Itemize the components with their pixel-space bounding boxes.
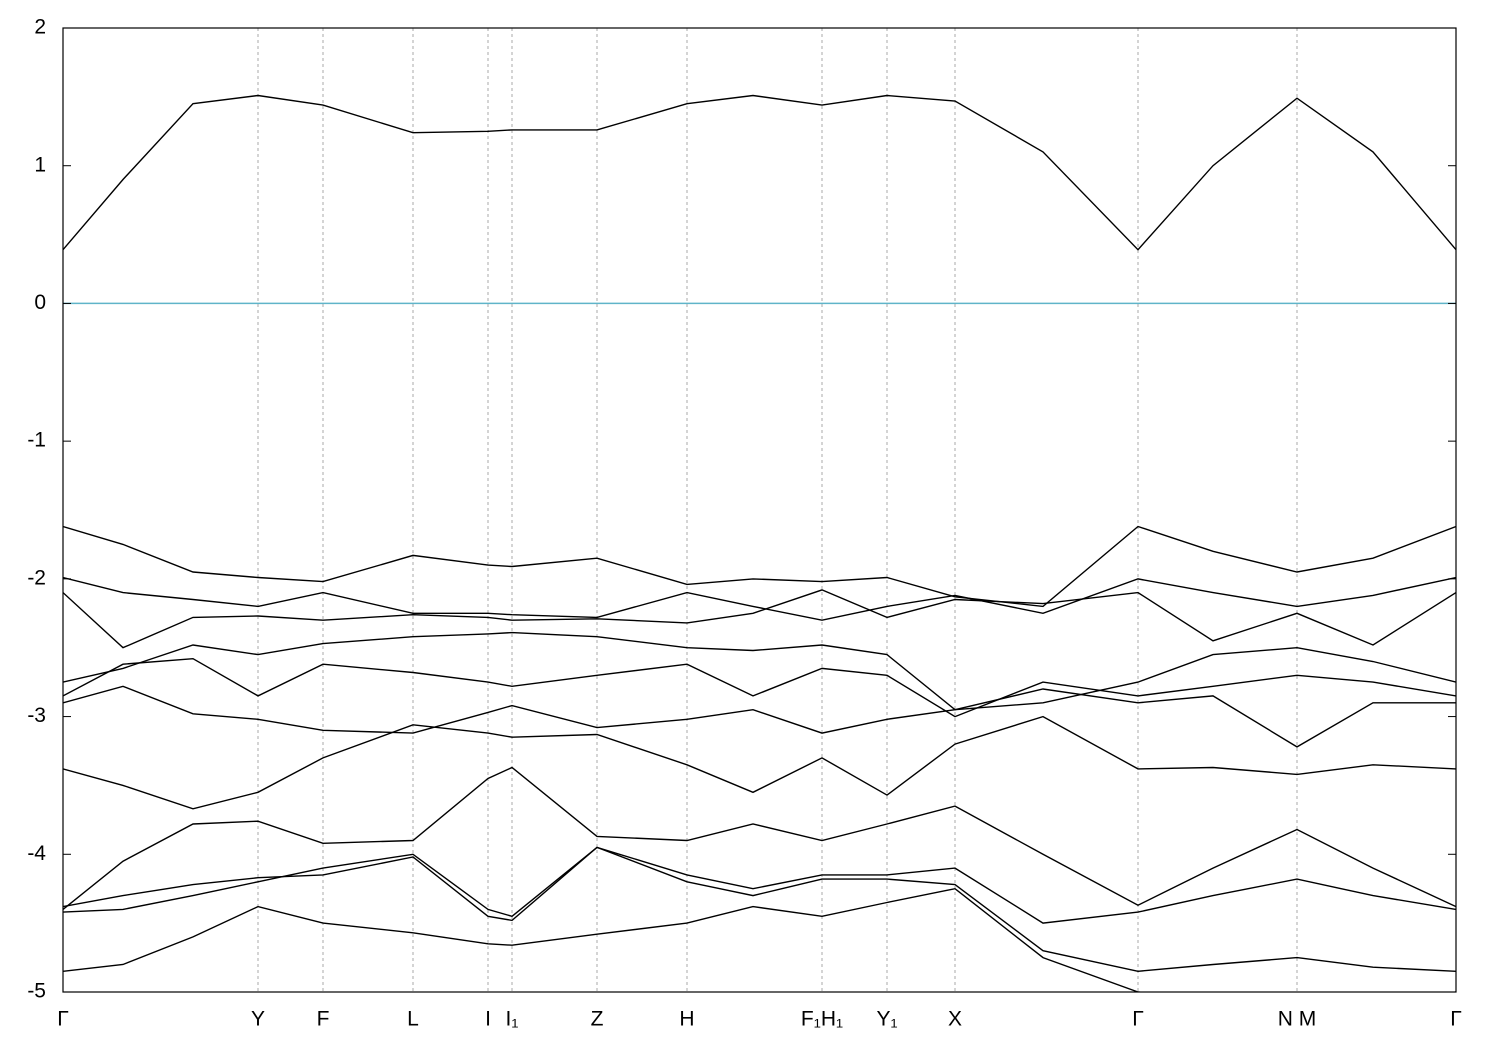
y-tick-label: 0 — [34, 291, 46, 314]
band-line — [63, 94, 1456, 251]
band-line — [63, 589, 1456, 649]
band-line — [63, 715, 1456, 810]
x-tick-label: Γ — [57, 1008, 69, 1031]
band-line — [63, 685, 1456, 748]
x-tick-label: Y₁ — [876, 1008, 897, 1031]
y-tick-label: 2 — [34, 16, 46, 39]
y-tick-label: -2 — [27, 566, 46, 589]
plot-frame — [62, 27, 1457, 993]
x-tick-label: F — [317, 1008, 330, 1031]
band-line — [63, 846, 1456, 924]
x-tick-label: X — [948, 1008, 962, 1031]
band-line — [63, 657, 1456, 718]
x-tick-label: Y — [251, 1008, 265, 1031]
y-tick-label: -5 — [27, 980, 46, 1003]
x-tick-label: I — [485, 1008, 491, 1031]
band-line — [63, 576, 1456, 621]
y-tick-label: 1 — [34, 153, 46, 176]
y-tick-label: -1 — [27, 429, 46, 452]
band-line — [63, 525, 1456, 608]
band-line — [63, 631, 1456, 711]
x-tick-label: Γ — [1132, 1008, 1144, 1031]
y-tick-label: -4 — [27, 842, 46, 865]
x-tick-label: N M — [1278, 1008, 1317, 1031]
band-line — [63, 846, 1456, 973]
x-tick-label: Z — [591, 1008, 604, 1031]
y-tick-label: -3 — [27, 704, 46, 727]
x-tick-label: Γ — [1450, 1008, 1462, 1031]
x-tick-label: H — [679, 1008, 694, 1031]
x-tick-label: I₁ — [506, 1008, 519, 1031]
band-line — [63, 766, 1456, 910]
band-line — [63, 887, 1456, 992]
x-tick-label: F₁H₁ — [801, 1008, 843, 1031]
x-tick-label: L — [407, 1008, 419, 1031]
